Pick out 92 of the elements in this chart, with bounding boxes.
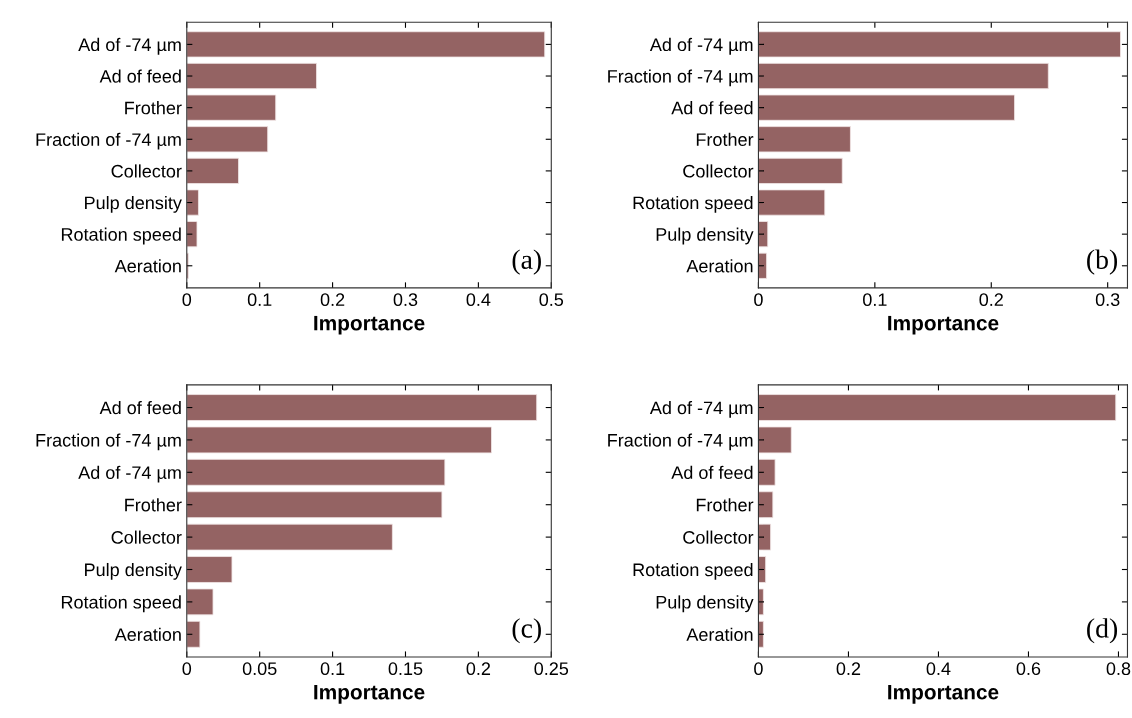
y-tick-label: Ad of feed [671,465,753,480]
y-tick-label: Rotation speed [61,595,181,613]
bar [758,491,774,519]
y-tick-label: Pulp density [656,227,754,245]
x-tick-label: 0.1 [247,293,272,307]
y-tick-label: Frother [125,498,182,512]
x-tick-label: 0.1 [320,662,345,676]
bar [758,62,1049,90]
bar [186,426,492,454]
bar [758,126,851,153]
x-tick-label: 0.3 [393,293,418,307]
annotation: (d) [1087,618,1118,644]
y-tick-label: Aeration [114,259,181,273]
bar [186,62,317,90]
y-tick-label: Frother [125,101,182,115]
bar [758,523,772,551]
annotation: (c) [512,618,541,644]
x-tick-label: 0 [182,662,192,676]
y-tick-label: Fraction of -74 µm [608,69,753,87]
bar [758,394,1117,421]
y-tick-label: Ad of -74 µm [649,37,753,55]
bar [186,556,233,583]
x-tick-label: 0 [754,662,763,676]
bar [758,189,826,216]
x-tick-label: 0 [754,293,763,307]
y-tick-label: Ad of feed [99,400,181,415]
y-tick-label: Collector [111,164,182,178]
x-tick-label: 0.2 [320,293,345,307]
y-tick-label: Frother [696,132,754,146]
bar [186,221,198,248]
x-axis-title: Importance [888,684,999,704]
x-axis-title: Importance [314,315,425,335]
bar [758,157,843,184]
bar [186,620,201,648]
x-tick-label: 0.2 [979,293,1003,307]
y-tick-label: Fraction of -74 µm [608,433,753,451]
x-tick-label: 0.2 [836,662,861,676]
y-tick-label: Pulp density [656,595,754,613]
y-tick-label: Fraction of -74 µm [36,132,181,150]
bar [186,458,446,486]
bar [758,588,764,616]
y-tick-label: Fraction of -74 µm [36,433,181,451]
bar [758,221,769,248]
y-tick-label: Aeration [686,259,753,273]
x-tick-label: 0.2 [466,662,491,676]
bar [186,31,546,58]
bar [758,556,767,583]
bar [186,394,538,421]
y-tick-label: Ad of -74 µm [78,465,181,483]
y-tick-label: Collector [683,530,754,544]
bar [758,252,768,279]
y-tick-label: Aeration [686,627,753,642]
y-tick-label: Rotation speed [633,562,753,580]
y-tick-label: Ad of feed [99,69,181,83]
y-tick-label: Rotation speed [61,227,181,245]
x-tick-label: 0.8 [1106,662,1131,676]
bar [186,588,214,616]
x-tick-label: 0.25 [534,662,569,676]
bar [758,31,1121,58]
x-tick-label: 0 [182,293,192,307]
bar [186,491,443,519]
x-axis-title: Importance [314,684,425,704]
y-tick-label: Ad of -74 µm [78,37,181,55]
y-tick-label: Aeration [114,627,181,642]
y-tick-label: Ad of feed [671,101,753,115]
x-axis-title: Importance [888,315,999,335]
x-tick-label: 0.6 [1016,662,1041,676]
x-tick-label: 0.4 [466,293,491,307]
bar [758,94,1015,121]
x-tick-label: 0.3 [1095,293,1120,307]
bar [186,523,393,551]
annotation: (a) [512,249,541,275]
x-tick-label: 0.1 [863,293,887,307]
y-tick-label: Pulp density [85,562,182,580]
x-tick-label: 0.05 [242,662,277,676]
y-tick-label: Ad of -74 µm [649,400,753,418]
bar [186,94,277,121]
x-tick-label: 0.4 [926,662,951,676]
x-tick-label: 0.15 [388,662,423,676]
y-tick-label: Frother [696,498,754,512]
bar [758,620,764,648]
bar [186,126,269,153]
y-tick-label: Pulp density [85,195,182,213]
annotation: (b) [1087,249,1118,275]
x-tick-label: 0.5 [539,293,564,307]
bar [186,189,199,216]
bar [186,157,239,184]
bar [758,426,792,454]
y-tick-label: Collector [111,530,182,544]
bar [758,458,776,486]
y-tick-label: Collector [683,164,754,178]
y-tick-label: Rotation speed [633,195,753,213]
